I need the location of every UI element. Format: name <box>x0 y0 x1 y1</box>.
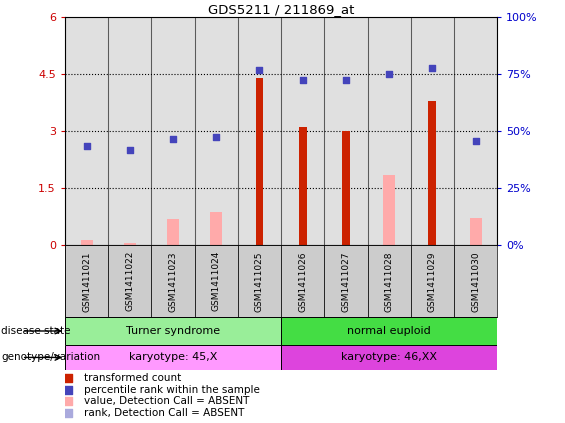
Bar <box>194 245 238 317</box>
Text: normal euploid: normal euploid <box>347 326 431 336</box>
Text: percentile rank within the sample: percentile rank within the sample <box>84 385 260 395</box>
Point <box>212 134 221 140</box>
Point <box>168 135 177 142</box>
Text: GSM1411024: GSM1411024 <box>212 251 221 311</box>
Bar <box>238 245 281 317</box>
Text: GSM1411028: GSM1411028 <box>385 251 394 312</box>
Bar <box>454 245 497 317</box>
Point <box>125 147 134 154</box>
Bar <box>281 345 497 370</box>
Text: genotype/variation: genotype/variation <box>1 352 100 363</box>
Point <box>341 77 350 83</box>
Bar <box>428 101 436 245</box>
Bar <box>367 17 411 245</box>
Text: GSM1411025: GSM1411025 <box>255 251 264 312</box>
Bar <box>470 218 481 245</box>
Text: Turner syndrome: Turner syndrome <box>126 326 220 336</box>
Text: GSM1411026: GSM1411026 <box>298 251 307 312</box>
Point <box>298 77 307 83</box>
Point <box>385 71 394 77</box>
Bar <box>210 212 222 245</box>
Bar <box>255 78 263 245</box>
Bar <box>65 345 281 370</box>
Bar <box>167 219 179 245</box>
Bar <box>65 245 108 317</box>
Point <box>64 409 73 416</box>
Bar <box>65 17 108 245</box>
Bar <box>299 127 307 245</box>
Bar <box>454 17 497 245</box>
Text: GSM1411021: GSM1411021 <box>82 251 91 312</box>
Point <box>82 143 91 150</box>
Bar <box>194 17 238 245</box>
Point <box>428 65 437 72</box>
Bar <box>411 17 454 245</box>
Text: karyotype: 46,XX: karyotype: 46,XX <box>341 352 437 363</box>
Title: GDS5211 / 211869_at: GDS5211 / 211869_at <box>208 3 354 16</box>
Bar <box>65 317 281 345</box>
Point <box>64 398 73 405</box>
Bar <box>324 17 368 245</box>
Bar <box>281 17 324 245</box>
Bar <box>281 245 324 317</box>
Bar <box>324 245 368 317</box>
Bar <box>383 175 395 245</box>
Bar <box>342 131 350 245</box>
Bar <box>367 245 411 317</box>
Point <box>471 137 480 144</box>
Text: GSM1411023: GSM1411023 <box>168 251 177 312</box>
Text: GSM1411027: GSM1411027 <box>341 251 350 312</box>
Text: GSM1411029: GSM1411029 <box>428 251 437 312</box>
Bar <box>81 239 93 245</box>
Bar <box>238 17 281 245</box>
Text: transformed count: transformed count <box>84 373 181 383</box>
Text: rank, Detection Call = ABSENT: rank, Detection Call = ABSENT <box>84 408 245 418</box>
Bar <box>411 245 454 317</box>
Bar <box>151 17 194 245</box>
Point <box>64 386 73 393</box>
Bar <box>281 317 497 345</box>
Bar <box>124 243 136 245</box>
Bar <box>108 17 151 245</box>
Text: GSM1411022: GSM1411022 <box>125 251 134 311</box>
Text: GSM1411030: GSM1411030 <box>471 251 480 312</box>
Text: value, Detection Call = ABSENT: value, Detection Call = ABSENT <box>84 396 249 407</box>
Point <box>255 67 264 74</box>
Bar <box>108 245 151 317</box>
Text: disease state: disease state <box>1 326 71 336</box>
Bar <box>151 245 194 317</box>
Point <box>64 375 73 382</box>
Text: karyotype: 45,X: karyotype: 45,X <box>129 352 217 363</box>
